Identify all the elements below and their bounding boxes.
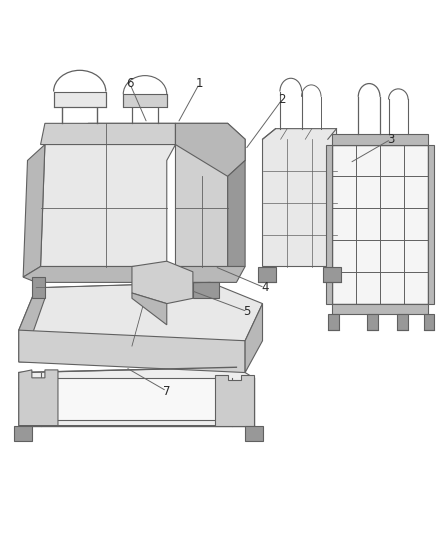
Polygon shape bbox=[228, 160, 245, 266]
Polygon shape bbox=[332, 144, 428, 304]
Polygon shape bbox=[19, 367, 254, 425]
Polygon shape bbox=[262, 128, 336, 266]
Polygon shape bbox=[325, 144, 332, 304]
Polygon shape bbox=[14, 425, 32, 441]
Polygon shape bbox=[176, 123, 245, 176]
Polygon shape bbox=[367, 314, 378, 330]
Polygon shape bbox=[323, 266, 341, 282]
Text: 1: 1 bbox=[196, 77, 203, 90]
Polygon shape bbox=[19, 370, 58, 425]
Text: 5: 5 bbox=[244, 305, 251, 318]
Polygon shape bbox=[23, 266, 245, 282]
Polygon shape bbox=[19, 282, 262, 346]
Polygon shape bbox=[41, 123, 176, 266]
Polygon shape bbox=[132, 261, 193, 304]
Polygon shape bbox=[245, 304, 262, 373]
Text: 7: 7 bbox=[163, 385, 170, 398]
Polygon shape bbox=[245, 425, 262, 441]
Polygon shape bbox=[332, 134, 428, 144]
Text: 6: 6 bbox=[126, 77, 134, 90]
Text: 3: 3 bbox=[387, 133, 395, 146]
Polygon shape bbox=[123, 94, 167, 108]
Polygon shape bbox=[397, 314, 408, 330]
Polygon shape bbox=[49, 378, 223, 420]
Polygon shape bbox=[132, 293, 167, 325]
Polygon shape bbox=[53, 92, 106, 108]
Polygon shape bbox=[176, 123, 245, 266]
Polygon shape bbox=[424, 314, 434, 330]
Polygon shape bbox=[428, 144, 434, 304]
Polygon shape bbox=[41, 123, 176, 144]
Polygon shape bbox=[19, 330, 245, 373]
Polygon shape bbox=[328, 314, 339, 330]
Polygon shape bbox=[32, 277, 45, 298]
Polygon shape bbox=[258, 266, 276, 282]
Polygon shape bbox=[23, 144, 45, 277]
Polygon shape bbox=[193, 282, 219, 298]
Polygon shape bbox=[332, 304, 428, 314]
Polygon shape bbox=[215, 375, 254, 425]
Text: 4: 4 bbox=[261, 281, 268, 294]
Text: 2: 2 bbox=[279, 93, 286, 106]
Polygon shape bbox=[19, 288, 45, 362]
